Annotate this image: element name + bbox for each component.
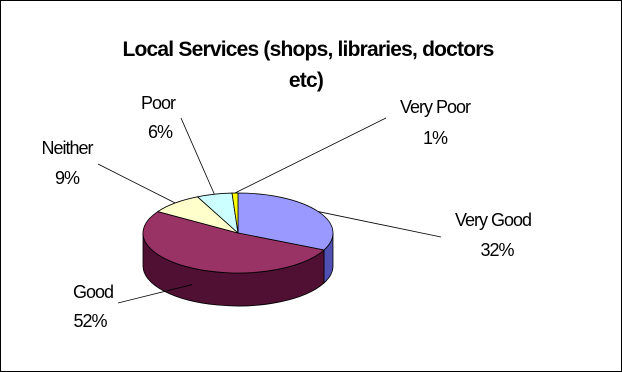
label-neither-percent: 9%	[55, 168, 80, 188]
leader-lines	[97, 117, 442, 304]
label-very-good-percent: 32%	[480, 240, 514, 260]
label-very-poor-name: Very Poor	[400, 97, 471, 117]
chart-title-line-2: etc)	[289, 69, 323, 92]
slice-good	[142, 211, 325, 274]
label-poor-name: Poor	[141, 93, 176, 113]
label-poor-percent: 6%	[148, 122, 173, 142]
label-good-percent: 52%	[73, 311, 107, 331]
label-good-name: Good	[73, 282, 113, 302]
leader-line-neither	[97, 163, 176, 204]
leader-line-poor	[180, 117, 215, 195]
slice-very-poor	[231, 192, 239, 234]
leader-line-good	[117, 284, 193, 304]
label-very-good-name: Very Good	[455, 210, 531, 230]
leader-line-very-poor	[234, 117, 387, 194]
label-very-poor-percent: 1%	[423, 128, 448, 148]
pie-tops	[142, 192, 334, 274]
chart-title-line-1: Local Services (shops, libraries, doctor…	[122, 38, 493, 61]
slice-very-good	[237, 192, 334, 251]
leader-line-very-good	[318, 211, 442, 238]
label-neither-name: Neither	[41, 138, 93, 158]
